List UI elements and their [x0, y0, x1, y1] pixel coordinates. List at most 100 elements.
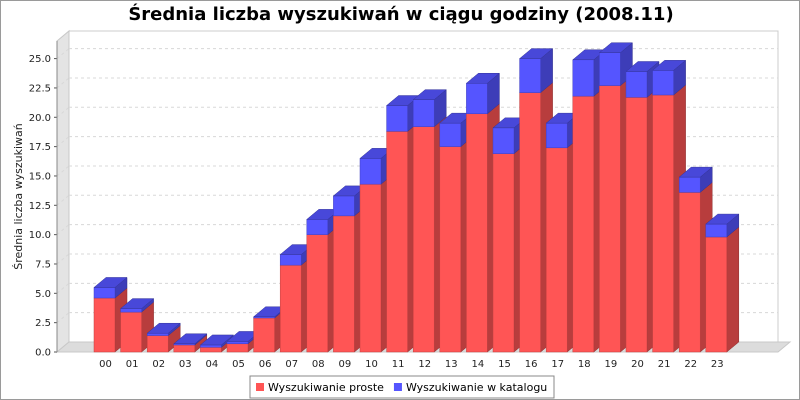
x-tick-label-14: 14 — [472, 359, 485, 370]
x-tick-label-07: 07 — [285, 359, 298, 370]
x-tick-label-22: 22 — [684, 359, 697, 370]
x-tick-label-13: 13 — [445, 359, 458, 370]
bar-01-series-2-top — [119, 298, 155, 309]
bar-21-series-2 — [651, 59, 687, 96]
x-tick-label-20: 20 — [631, 359, 644, 370]
bar-02-series-2 — [146, 322, 181, 337]
bar-23-series-1 — [705, 226, 740, 353]
x-tick-labels: 00 01 02 03 04 05 06 07 08 09 10 11 12 13 14 15 16 17 18 19… — [99, 359, 724, 370]
y-gridline-side — [56, 282, 70, 294]
bar-03-series-1-front — [173, 344, 196, 353]
bar-10-series-1-front — [359, 183, 382, 353]
y-gridline-side — [56, 48, 70, 59]
x-tick-label-05: 05 — [232, 359, 245, 370]
x-tick-label-21: 21 — [658, 359, 671, 370]
plot-area: 0.0 2.5 5.0 7.5 10.0 12.5 15.0 17.5 20.0 22.5 25.0… — [29, 29, 792, 370]
x-tick-label-10: 10 — [365, 359, 378, 370]
x-tick-label-19: 19 — [605, 359, 618, 370]
bar-05-series-1-front — [226, 343, 249, 353]
bar-14-series-2 — [465, 72, 501, 115]
y-gridline-side — [56, 165, 70, 177]
bar-12-series-2-front — [412, 99, 435, 127]
bar-00-series-2-front — [93, 287, 116, 299]
x-tick-label-04: 04 — [206, 359, 219, 370]
bar-07-series-2-front — [279, 254, 302, 266]
y-tick-label: 0.0 — [35, 348, 51, 359]
y-tick-label: 5.0 — [35, 289, 51, 300]
y-gridline-side — [56, 224, 70, 236]
bar-03-series-2-top — [173, 333, 208, 345]
bar-08-series-2-front — [306, 219, 329, 235]
y-tick-label: 25.0 — [29, 54, 51, 65]
y-tick-label: 17.5 — [29, 142, 51, 153]
y-axis-label: Średnia liczba wyszukiwań — [12, 123, 25, 270]
bar-16-series-2-top — [518, 48, 554, 59]
y-tick-label: 10.0 — [29, 230, 51, 241]
bar-stack-03 — [173, 333, 208, 353]
bar-20-series-1-front — [625, 97, 648, 353]
y-tick-label: 15.0 — [29, 171, 51, 182]
bar-19-series-2-front — [599, 52, 621, 86]
y-tick-labels: 0.0 2.5 5.0 7.5 10.0 12.5 15.0 17.5 20.0 22.5 25.0 — [29, 54, 57, 359]
x-tick-label-16: 16 — [525, 359, 538, 370]
bar-12-series-2 — [412, 89, 447, 128]
y-tick-label: 2.5 — [35, 318, 51, 329]
bar-stack-02 — [146, 322, 181, 353]
bar-22-series-2-top — [678, 166, 713, 178]
y-gridline-side — [56, 136, 70, 148]
legend-swatch-1 — [256, 383, 264, 391]
legend-label-2: Wyszukiwanie w katalogu — [406, 381, 547, 394]
bar-02-series-2-front — [146, 332, 169, 336]
y-gridline-side — [56, 312, 70, 324]
bar-13-series-2-front — [439, 122, 462, 147]
bar-13-series-1-front — [439, 146, 462, 353]
x-tick-label-18: 18 — [578, 359, 591, 370]
bar-08-series-1-front — [306, 234, 329, 353]
bar-23-series-2-top — [705, 213, 740, 225]
x-tick-label-03: 03 — [179, 359, 192, 370]
chart-title: Średnia liczba wyszukiwań w ciągu godzin… — [128, 3, 673, 25]
bar-02-series-1-front — [146, 335, 169, 353]
bar-12-series-1-front — [412, 126, 435, 353]
y-gridline-side — [56, 194, 70, 206]
x-tick-label-01: 01 — [126, 359, 139, 370]
bar-20-series-2-top — [625, 61, 660, 72]
legend-swatch-2 — [393, 383, 402, 391]
bar-18-series-2-front — [572, 59, 595, 97]
x-tick-label-00: 00 — [99, 359, 112, 370]
x-tick-label-12: 12 — [418, 359, 431, 370]
bar-11-series-1-front — [386, 131, 408, 353]
bar-23-series-2 — [705, 213, 740, 238]
legend-label-1: Wyszukiwanie proste — [268, 381, 384, 394]
legend-box — [249, 375, 555, 399]
bars — [93, 42, 740, 353]
bar-16-series-1-front — [519, 92, 541, 353]
y-gridline-side — [56, 77, 70, 89]
bar-17-series-2-front — [545, 122, 568, 149]
bar-04-series-1-front — [200, 347, 222, 353]
legend: Wyszukiwanie proste Wyszukiwanie w katalo… — [249, 375, 555, 399]
bar-19-series-2-top — [598, 42, 634, 53]
bar-00-series-2-top — [93, 277, 128, 288]
x-tick-label-17: 17 — [551, 359, 564, 370]
y-tick-label: 22.5 — [29, 83, 51, 94]
bar-22-series-1-front — [678, 192, 701, 353]
bar-21-series-2-top — [651, 60, 687, 71]
bar-15-series-2-front — [492, 127, 515, 154]
bar-04-series-2-front — [200, 344, 222, 348]
bar-23-series-1-front — [705, 236, 728, 353]
bar-23-series-2-front — [705, 223, 728, 238]
y-gridline-side — [56, 253, 70, 265]
bar-23-series-1-side — [726, 226, 740, 353]
bar-20-series-2-front — [625, 71, 648, 98]
x-tick-label-06: 06 — [259, 359, 272, 370]
bar-01-series-1-front — [120, 311, 142, 353]
x-tick-label-08: 08 — [312, 359, 325, 370]
bar-19-series-1-front — [599, 85, 621, 353]
bar-01-series-2 — [119, 298, 155, 313]
bar-21-series-2-front — [652, 70, 674, 96]
bar-21-series-1-front — [652, 94, 674, 353]
y-tick-label: 20.0 — [29, 113, 51, 124]
